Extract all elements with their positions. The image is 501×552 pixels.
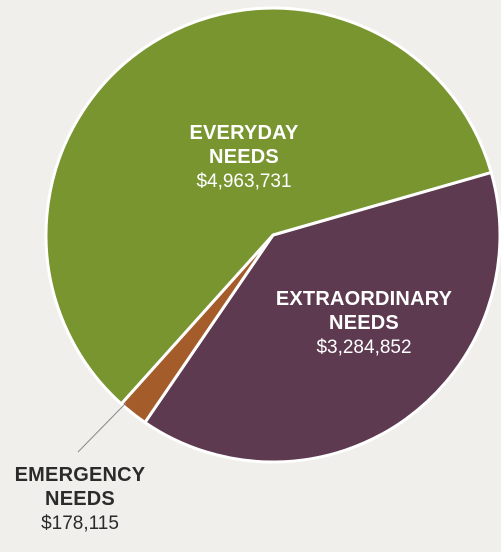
label-everyday-value: $4,963,731: [196, 170, 292, 192]
label-emergency-line2: NEEDS: [45, 488, 115, 511]
label-everyday-line2: NEEDS: [209, 146, 279, 169]
label-extraordinary-line2: NEEDS: [329, 312, 399, 335]
slice-extraordinary: [143, 170, 501, 464]
label-extraordinary: EXTRAORDINARY NEEDS $3,284,852: [276, 287, 452, 359]
label-emergency-value: $178,115: [41, 512, 119, 534]
label-everyday-line1: EVERYDAY: [189, 122, 299, 144]
slice-everyday: [44, 6, 493, 406]
emergency-leader-line: [77, 402, 127, 453]
label-extraordinary-value: $3,284,852: [316, 336, 412, 358]
label-emergency: EMERGENCY NEEDS $178,115: [15, 463, 146, 535]
label-extraordinary-line1: EXTRAORDINARY: [275, 288, 453, 310]
label-everyday: EVERYDAY NEEDS $4,963,731: [189, 121, 298, 193]
label-emergency-line1: EMERGENCY: [14, 464, 146, 486]
